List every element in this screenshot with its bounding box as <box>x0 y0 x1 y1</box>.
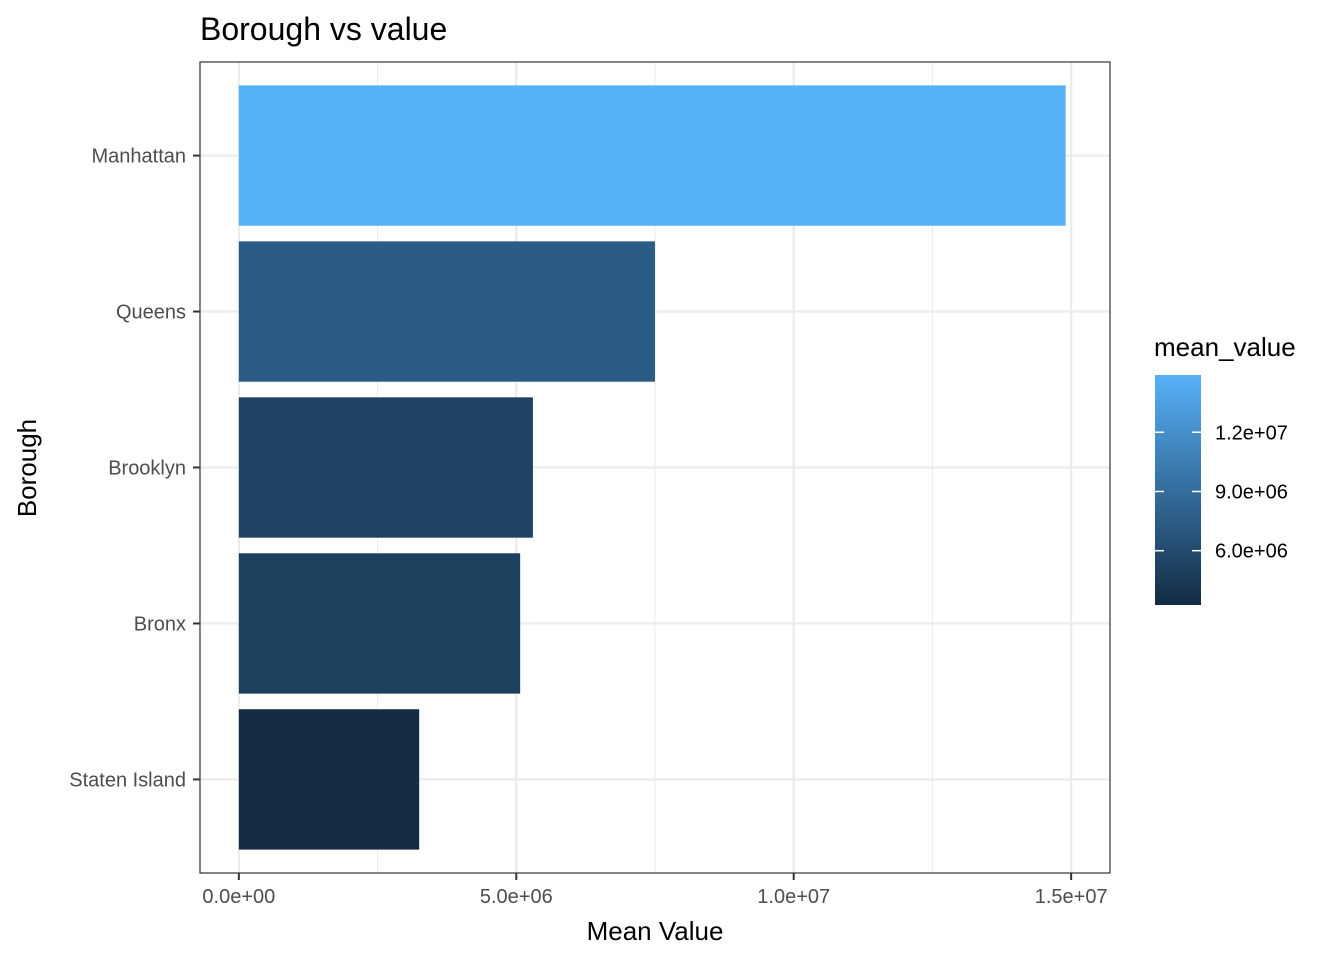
y-tick-label: Manhattan <box>91 146 186 168</box>
bar-manhattan <box>238 85 1066 226</box>
legend-tick-label: 1.2e+07 <box>1215 422 1288 444</box>
x-tick-label: 5.0e+06 <box>480 886 553 908</box>
legend-title: mean_value <box>1154 332 1296 362</box>
bar-queens <box>238 241 655 382</box>
color-legend: mean_value 1.2e+07 9.0e+06 6.0e+06 <box>1154 332 1296 605</box>
y-tick-label: Bronx <box>134 613 186 635</box>
bars <box>238 85 1066 850</box>
legend-tick-label: 9.0e+06 <box>1215 481 1288 503</box>
legend-tick-label: 6.0e+06 <box>1215 541 1288 563</box>
bar-staten-island <box>238 709 420 850</box>
legend-ticks: 1.2e+07 9.0e+06 6.0e+06 <box>1155 422 1288 563</box>
y-tick-label: Brooklyn <box>108 458 186 480</box>
y-tick-label: Staten Island <box>69 769 186 791</box>
x-tick-label: 1.0e+07 <box>757 886 830 908</box>
x-tick-label: 0.0e+00 <box>202 886 275 908</box>
y-axis: Manhattan Queens Brooklyn Bronx Staten Islan… <box>69 146 200 791</box>
legend-colorbar <box>1155 375 1201 605</box>
x-axis: 0.0e+00 5.0e+06 1.0e+07 1.5e+07 <box>202 873 1108 908</box>
chart-title: Borough vs value <box>200 11 447 47</box>
bar-brooklyn <box>238 397 533 538</box>
x-axis-title: Mean Value <box>587 916 724 946</box>
x-tick-label: 1.5e+07 <box>1035 886 1108 908</box>
y-axis-title: Borough <box>12 419 42 517</box>
y-tick-label: Queens <box>116 302 186 324</box>
bar-bronx <box>238 553 521 694</box>
